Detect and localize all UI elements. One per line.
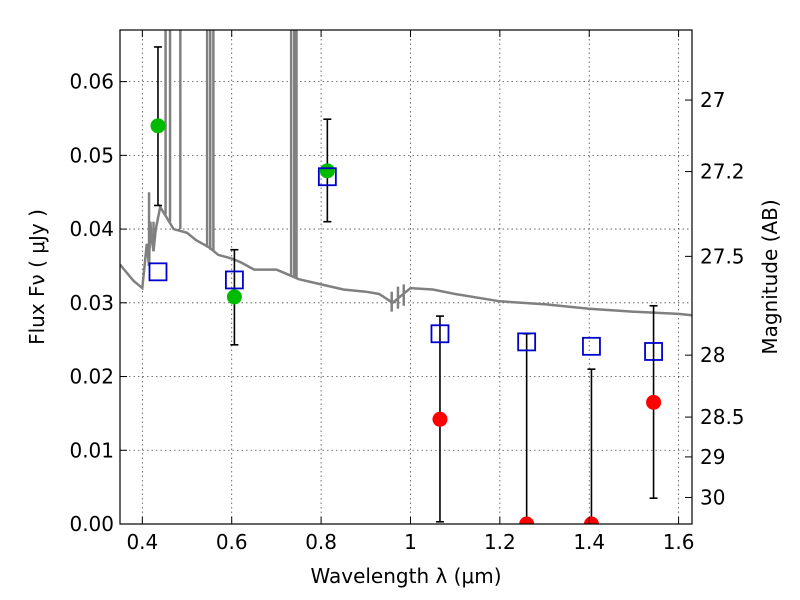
data-layer	[120, 30, 692, 524]
y-tick-label: 0.00	[69, 512, 114, 536]
grid-lines	[120, 30, 692, 525]
detected-point	[319, 163, 335, 179]
x-axis-label: Wavelength λ (μm)	[310, 564, 501, 588]
x-tick-label: 1	[404, 530, 417, 554]
y2-tick-label: 30	[700, 485, 725, 509]
spectrum-line	[120, 203, 692, 317]
x-tick-label: 1.4	[573, 530, 605, 554]
model-point	[430, 324, 450, 344]
model-point	[224, 270, 244, 290]
model-point	[644, 342, 663, 361]
plot-frame	[119, 29, 693, 525]
y2-tick-label: 28.5	[700, 405, 745, 429]
y2-tick-label: 28	[700, 343, 725, 367]
model-point	[582, 336, 601, 356]
y-tick-label: 0.06	[69, 70, 114, 94]
upper-point	[432, 411, 448, 427]
model-point	[148, 262, 168, 282]
y2-axis-label: Magnitude (AB)	[758, 199, 782, 354]
y2-tick-label: 27.2	[700, 160, 745, 184]
y-tick-label: 0.04	[69, 217, 114, 241]
upper-point	[646, 394, 662, 410]
upper-point	[519, 516, 535, 524]
upper-point	[583, 516, 599, 524]
detected-point	[150, 118, 166, 134]
x-tick-label: 1.2	[484, 530, 516, 554]
x-tick-label: 1.6	[663, 530, 695, 554]
x-tick-label: 0.4	[126, 530, 158, 554]
model-point	[317, 167, 337, 187]
y2-tick-label: 29	[700, 445, 725, 469]
axis-layer: 0.4 0.6 0.8 1 1.2 1.4 1.6 0.00 0.01 0.02 0.03 0.04 0…	[69, 30, 745, 554]
y-tick-label: 0.02	[69, 365, 114, 389]
y2-tick-label: 27	[700, 88, 725, 112]
model-point	[517, 332, 537, 352]
detected-point	[226, 289, 242, 305]
y2-tick-label: 27.5	[700, 244, 745, 268]
y-axis-label: Flux Fν ( μJy )	[25, 209, 49, 345]
y-tick-label: 0.03	[69, 291, 114, 315]
y-tick-label: 0.05	[69, 143, 114, 167]
x-tick-label: 0.6	[216, 530, 248, 554]
y-tick-label: 0.01	[69, 438, 114, 462]
x-tick-label: 0.8	[305, 530, 337, 554]
